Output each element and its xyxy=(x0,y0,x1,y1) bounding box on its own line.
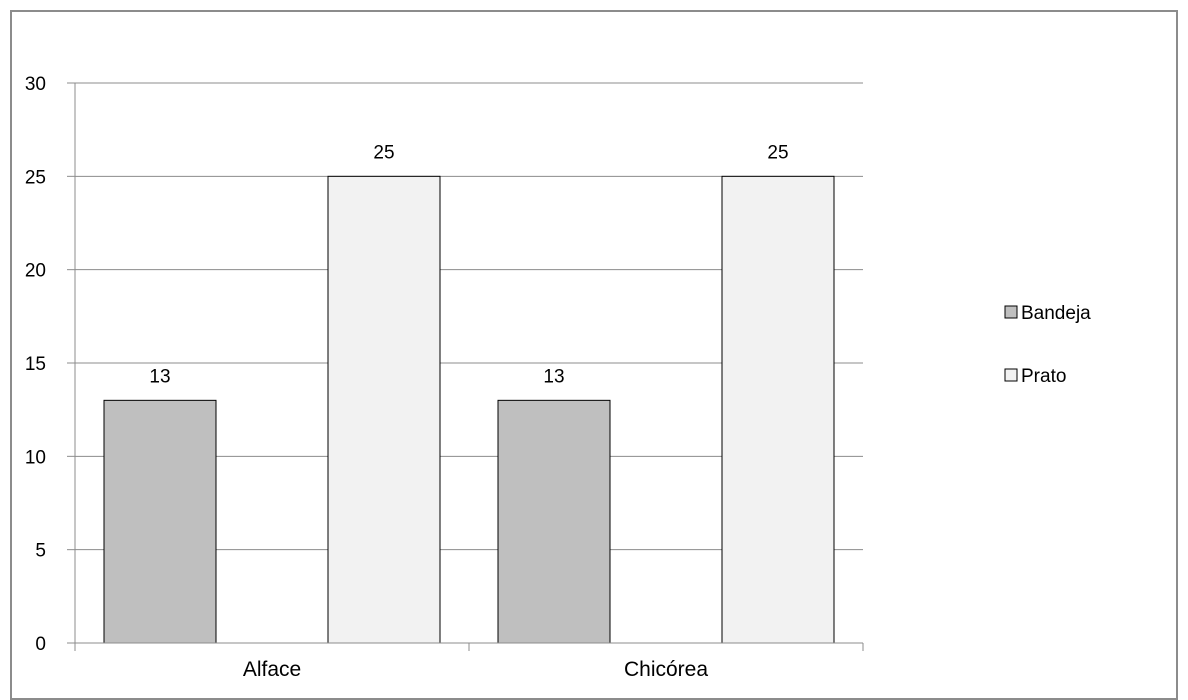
data-label: 13 xyxy=(543,366,564,387)
legend: Bandeja Prato xyxy=(1004,303,1091,387)
data-labels: 13 25 13 25 xyxy=(149,142,788,387)
y-tick-label: 25 xyxy=(25,167,46,188)
y-tick-label: 15 xyxy=(25,354,46,375)
x-category-label: Chicórea xyxy=(624,658,708,681)
y-tick-label: 5 xyxy=(35,541,46,562)
x-category-label: Alface xyxy=(243,658,301,681)
bar-bandeja xyxy=(103,399,217,644)
data-label: 13 xyxy=(149,366,170,387)
bar-prato xyxy=(721,175,835,644)
data-label: 25 xyxy=(373,142,394,163)
data-label: 25 xyxy=(767,142,788,163)
legend-label-bandeja: Bandeja xyxy=(1021,303,1091,324)
bar-chart: 0 5 10 15 20 25 30 13 25 13 25 Alface Chicórea Ban… xyxy=(25,74,1091,681)
bars xyxy=(103,175,835,644)
y-tick-label: 20 xyxy=(25,261,46,282)
legend-label-prato: Prato xyxy=(1021,366,1066,387)
bar-bandeja xyxy=(497,399,611,644)
legend-swatch-prato xyxy=(1004,368,1018,382)
y-tick-label: 30 xyxy=(25,74,46,95)
x-axis: Alface Chicórea xyxy=(74,642,864,681)
legend-swatch-bandeja xyxy=(1004,305,1018,319)
y-tick-label: 10 xyxy=(25,447,46,468)
y-tick-label: 0 xyxy=(35,634,46,655)
y-axis: 0 5 10 15 20 25 30 xyxy=(25,74,76,655)
bar-prato xyxy=(327,175,441,644)
